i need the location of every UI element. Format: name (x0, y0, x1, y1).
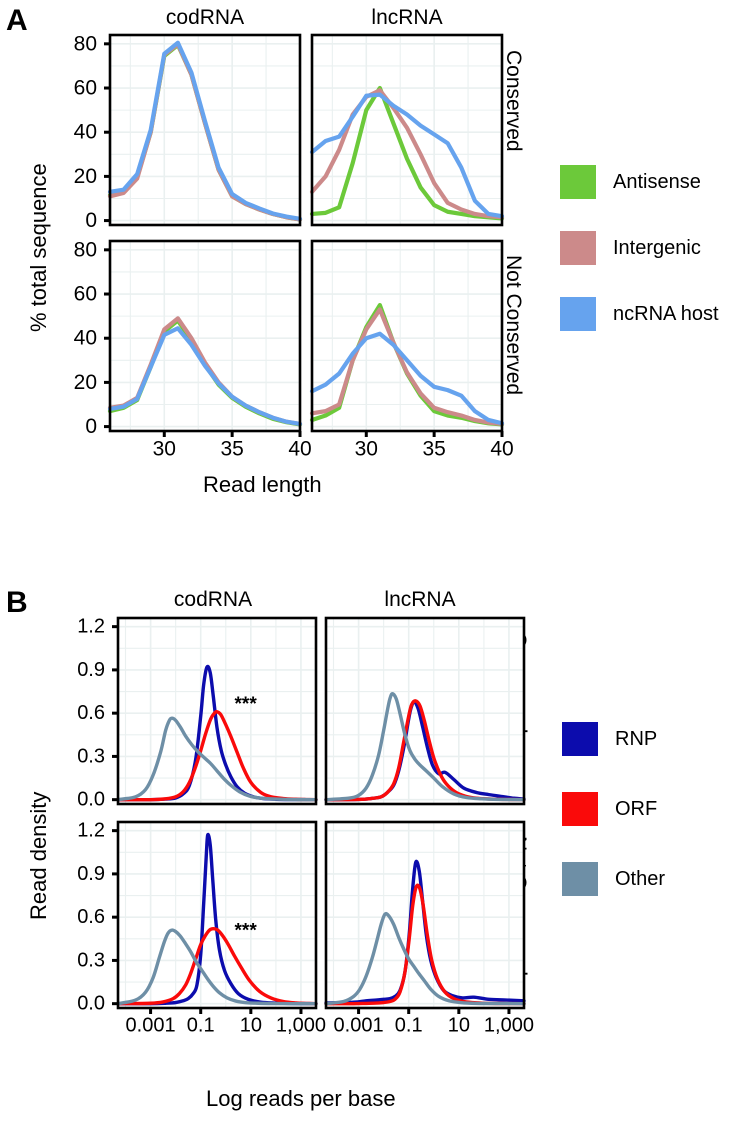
legend-swatch (562, 722, 598, 756)
panel-b-x-axis-title: Log reads per base (206, 1086, 396, 1111)
y-tick-label: 0.6 (77, 702, 105, 724)
significance-annotation: *** (235, 921, 258, 942)
legend-item-rnp: RNP (562, 722, 665, 756)
panel-b-column-title-lncrna: lncRNA (384, 588, 456, 611)
legend-label: Intergenic (613, 236, 701, 259)
series-line-other (324, 911, 526, 1006)
y-tick-label: 0 (85, 415, 97, 438)
legend-label: RNP (615, 727, 658, 750)
y-tick-label: 0.9 (77, 659, 105, 681)
panel-a-column-title-codrna: codRNA (165, 6, 245, 29)
facet-lncRNA-conserved (309, 33, 505, 227)
y-tick-label: 20 (74, 371, 97, 394)
grid-lines (326, 618, 524, 804)
y-tick-label: 60 (74, 77, 97, 100)
y-tick-label: 0.6 (77, 906, 105, 928)
legend-label: ORF (615, 797, 658, 820)
series-line-rnp (116, 832, 318, 1006)
panel-a-x-axis-title: Read length (203, 472, 322, 497)
legend-label: ncRNA host (613, 302, 719, 325)
y-tick-label: 60 (74, 283, 97, 306)
facet-codRNA-conserved: 0 20 40 60 80 (74, 32, 303, 232)
series-line-ncrna-host (107, 40, 303, 221)
facet-codRNA-conserved: *** 0.0 0.3 0.6 0.9 1.2 (77, 616, 318, 811)
panel-a-column-title-lncrna: lncRNA (371, 6, 443, 29)
panel-b-letter: B (6, 586, 28, 619)
x-tick-label: 0.1 (395, 1015, 423, 1037)
legend-item-antisense: Antisense (560, 165, 719, 199)
x-tick-label: 35 (220, 437, 243, 460)
y-tick-label: 1.2 (77, 616, 105, 638)
x-tick-label: 40 (288, 437, 311, 460)
legend-swatch (560, 231, 596, 265)
y-tick-label: 20 (74, 165, 97, 188)
panel-a-plot-area: 0 20 40 60 80 0 20 40 60 80 30 35 40 30 35 40 (74, 32, 514, 460)
legend-swatch (560, 165, 596, 199)
x-tick-label: 0.001 (334, 1015, 384, 1037)
x-tick-label: 1,000 (484, 1015, 534, 1037)
legend-item-ncrna-host: ncRNA host (560, 297, 719, 331)
legend-swatch (562, 792, 598, 826)
series-line-orf (116, 927, 318, 1006)
x-tick-label: 35 (422, 437, 445, 460)
facet-lncRNA-not-conserved: 0.001 0.1 10 1,000 (324, 820, 534, 1037)
series-line-other (116, 928, 318, 1006)
y-tick-label: 0.3 (77, 745, 105, 767)
y-tick-label: 40 (74, 327, 97, 350)
y-tick-label: 80 (74, 32, 97, 55)
x-tick-label: 40 (490, 437, 513, 460)
y-tick-label: 80 (74, 238, 97, 261)
facet-codRNA-not-conserved: 0 20 40 60 80 30 35 40 (74, 238, 312, 460)
series-line-intergenic (309, 307, 505, 427)
series-line-ncrna-host (107, 326, 303, 427)
legend-swatch (560, 297, 596, 331)
x-tick-label: 1,000 (276, 1015, 326, 1037)
legend-item-orf: ORF (562, 792, 665, 826)
series-line-ncrna-host (309, 331, 505, 426)
facet-codRNA-not-conserved: *** 0.0 0.3 0.6 0.9 1.2 0.001 0.1 10 1,000 (77, 820, 326, 1037)
legend-label: Other (615, 867, 666, 890)
x-tick-label: 0.001 (126, 1015, 176, 1037)
y-tick-label: 0.9 (77, 863, 105, 885)
x-tick-label: 30 (355, 437, 378, 460)
series-line-rnp (324, 859, 526, 1005)
series-line-orf (116, 709, 318, 802)
y-tick-label: 0.0 (77, 789, 105, 811)
series-line-ncrna-host (309, 92, 505, 219)
x-tick-label: 30 (153, 437, 176, 460)
series-line-antisense (309, 85, 505, 221)
panel-b-legend: RNP ORF Other (562, 722, 665, 896)
significance-annotation: *** (235, 694, 258, 715)
legend-swatch (562, 862, 598, 896)
legend-item-intergenic: Intergenic (560, 231, 719, 265)
y-tick-label: 0 (85, 209, 97, 232)
x-tick-label: 0.1 (187, 1015, 215, 1037)
legend-item-other: Other (562, 862, 665, 896)
panel-a-letter: A (6, 4, 28, 37)
panel-a-legend: Antisense Intergenic ncRNA host (560, 165, 719, 331)
series-line-other (324, 692, 526, 802)
facet-lncRNA-not-conserved: 30 35 40 (309, 239, 514, 460)
y-tick-label: 1.2 (77, 820, 105, 842)
series-line-intergenic (309, 88, 505, 220)
x-tick-label: 10 (240, 1015, 262, 1037)
y-tick-label: 0.3 (77, 949, 105, 971)
y-tick-label: 40 (74, 121, 97, 144)
legend-label: Antisense (613, 170, 701, 193)
y-tick-label: 0.0 (77, 993, 105, 1015)
facet-lncRNA-conserved (324, 616, 526, 806)
panel-b-column-title-codrna: codRNA (173, 588, 253, 611)
x-tick-label: 10 (448, 1015, 470, 1037)
series-line-other (116, 716, 318, 802)
